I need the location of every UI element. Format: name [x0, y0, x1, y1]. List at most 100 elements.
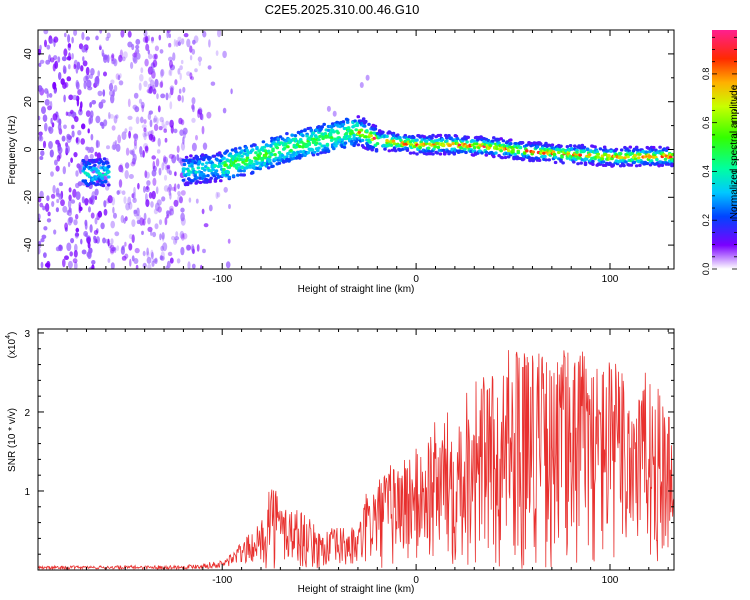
spectrogram-signal-cell — [255, 147, 259, 151]
spectrogram-noise-cell — [85, 75, 89, 81]
snr-x-tick-label: 100 — [602, 575, 619, 586]
spectrogram-signal-cell — [324, 135, 329, 139]
spectrogram-noise-cell — [139, 146, 143, 155]
spectrogram-noise-cell — [135, 48, 140, 54]
spectrogram-signal-cell — [445, 139, 449, 143]
spectrogram-noise-cell — [125, 202, 130, 211]
spectrogram-noise-cell — [151, 190, 156, 200]
spectrogram-noise-cell — [157, 105, 161, 113]
spectrogram-signal-cell — [477, 146, 481, 150]
spectrogram-noise-cell — [133, 51, 137, 57]
spectrogram-signal-cell — [535, 145, 540, 149]
spectrogram-noise-cell — [73, 152, 78, 158]
spectrogram-noise-cell — [89, 115, 94, 124]
spectrogram-noise-cell — [62, 258, 66, 268]
spectrogram-noise-cell — [146, 185, 149, 190]
spectrogram-noise-cell — [110, 79, 115, 85]
spectrogram-signal-cell — [418, 145, 423, 150]
spectrogram-signal-cell — [187, 173, 191, 177]
spectrogram-signal-cell — [522, 151, 527, 155]
spectrogram-signal-cell — [231, 174, 236, 178]
spectrogram-signal-cell — [285, 132, 289, 136]
snr-x-tick-label: 0 — [413, 575, 419, 586]
spectrogram-noise-cell — [48, 141, 53, 149]
spectrogram-noise-cell — [89, 224, 93, 233]
spectrogram-signal-cell — [452, 152, 457, 156]
spectrogram-noise-cell — [132, 197, 137, 203]
spectrogram-signal-cell — [660, 163, 665, 167]
spectrogram-noise-cell — [86, 236, 91, 245]
snr-scale-close: ) — [7, 332, 18, 335]
spectrogram-noise-cell — [147, 112, 152, 121]
spectrogram-signal-cell — [209, 176, 213, 180]
spectrogram-noise-cell — [143, 185, 146, 193]
spectrogram-noise-cell — [182, 127, 188, 135]
snr-y-tick-label: 2 — [24, 408, 30, 419]
spectrogram-noise-cell — [67, 43, 72, 48]
svg-text:(x104): (x104) — [5, 332, 18, 359]
spectrogram-noise-cell — [75, 81, 80, 90]
spectrogram-noise-cell — [90, 195, 96, 200]
spectrogram-noise-cell — [176, 258, 181, 264]
spectrogram-noise-cell — [113, 115, 118, 124]
spectrogram-signal-cell — [290, 133, 295, 137]
spectrogram-noise-cell — [133, 133, 139, 142]
spectrogram-noise-cell — [196, 244, 200, 252]
spectrogram-noise-cell — [147, 66, 153, 75]
spectrogram-noise-cell — [222, 50, 227, 59]
spectrogram-signal-cell — [303, 128, 307, 132]
spectrogram-noise-cell — [111, 125, 116, 131]
spectrogram-signal-cell — [181, 169, 186, 173]
spectrogram-noise-cell — [178, 88, 182, 94]
snr-y-tick-label: 3 — [24, 329, 30, 340]
spectrogram-signal-cell — [582, 145, 587, 149]
spectrogram-signal-cell — [101, 184, 106, 188]
spectrogram-noise-cell — [228, 204, 231, 209]
spectrogram-signal-cell — [550, 143, 555, 147]
spectrogram-noise-cell — [130, 150, 135, 156]
spectrogram-signal-cell — [325, 142, 330, 146]
spectrogram-noise-cell — [111, 53, 115, 59]
spectrogram-noise-cell — [110, 247, 117, 252]
spectrogram-noise-cell — [159, 233, 162, 241]
spectrogram-noise-cell — [82, 60, 88, 67]
spectrogram-signal-cell — [375, 142, 380, 146]
spectrogram-signal-cell — [249, 159, 254, 163]
spectrogram-noise-cell — [78, 164, 81, 172]
spectrogram-signal-cell — [263, 149, 268, 153]
spectrogram-signal-cell — [426, 146, 431, 150]
spectrogram-signal-cell — [286, 152, 290, 156]
spectrogram-signal-cell — [341, 120, 346, 124]
spectrogram-noise-cell — [194, 68, 198, 73]
spectrogram-noise-cell — [63, 124, 67, 130]
spectrogram-signal-cell — [344, 131, 349, 136]
spectrogram-signal-cell — [277, 161, 282, 165]
spectrogram-noise-cell — [120, 166, 124, 173]
spectrogram-signal-cell — [195, 180, 200, 184]
spectrogram-noise-cell — [159, 49, 164, 54]
spectrogram-noise-cell — [187, 261, 191, 269]
spectrogram-signal-cell — [422, 135, 427, 139]
spectrogram-noise-cell — [113, 212, 117, 219]
spectrogram-signal-cell — [211, 168, 216, 172]
spectrogram-signal-cell — [544, 158, 548, 162]
spectrogram-noise-cell — [135, 264, 139, 269]
spectrogram-noise-cell — [68, 187, 72, 193]
spectrogram-noise-cell — [189, 72, 193, 80]
spectrogram-noise-cell — [155, 117, 159, 125]
spectrogram-signal-cell — [344, 134, 349, 138]
spectrogram-noise-cell — [142, 250, 146, 257]
spectrogram-signal-cell — [596, 155, 601, 159]
spectrogram-signal-cell — [250, 148, 255, 152]
spectrogram-signal-cell — [537, 158, 542, 162]
spectrogram-signal-cell — [406, 138, 411, 142]
spectrogram-noise-cell — [163, 174, 168, 181]
spectrogram-noise-cell — [119, 73, 122, 78]
spectrogram-signal-cell — [398, 136, 402, 140]
spectrogram-noise-cell — [113, 84, 118, 92]
spectrogram-signal-cell — [200, 153, 205, 157]
spectrogram-noise-cell — [156, 93, 159, 100]
spectrogram-noise-cell — [110, 220, 115, 229]
spectrogram-noise-cell — [145, 199, 150, 208]
